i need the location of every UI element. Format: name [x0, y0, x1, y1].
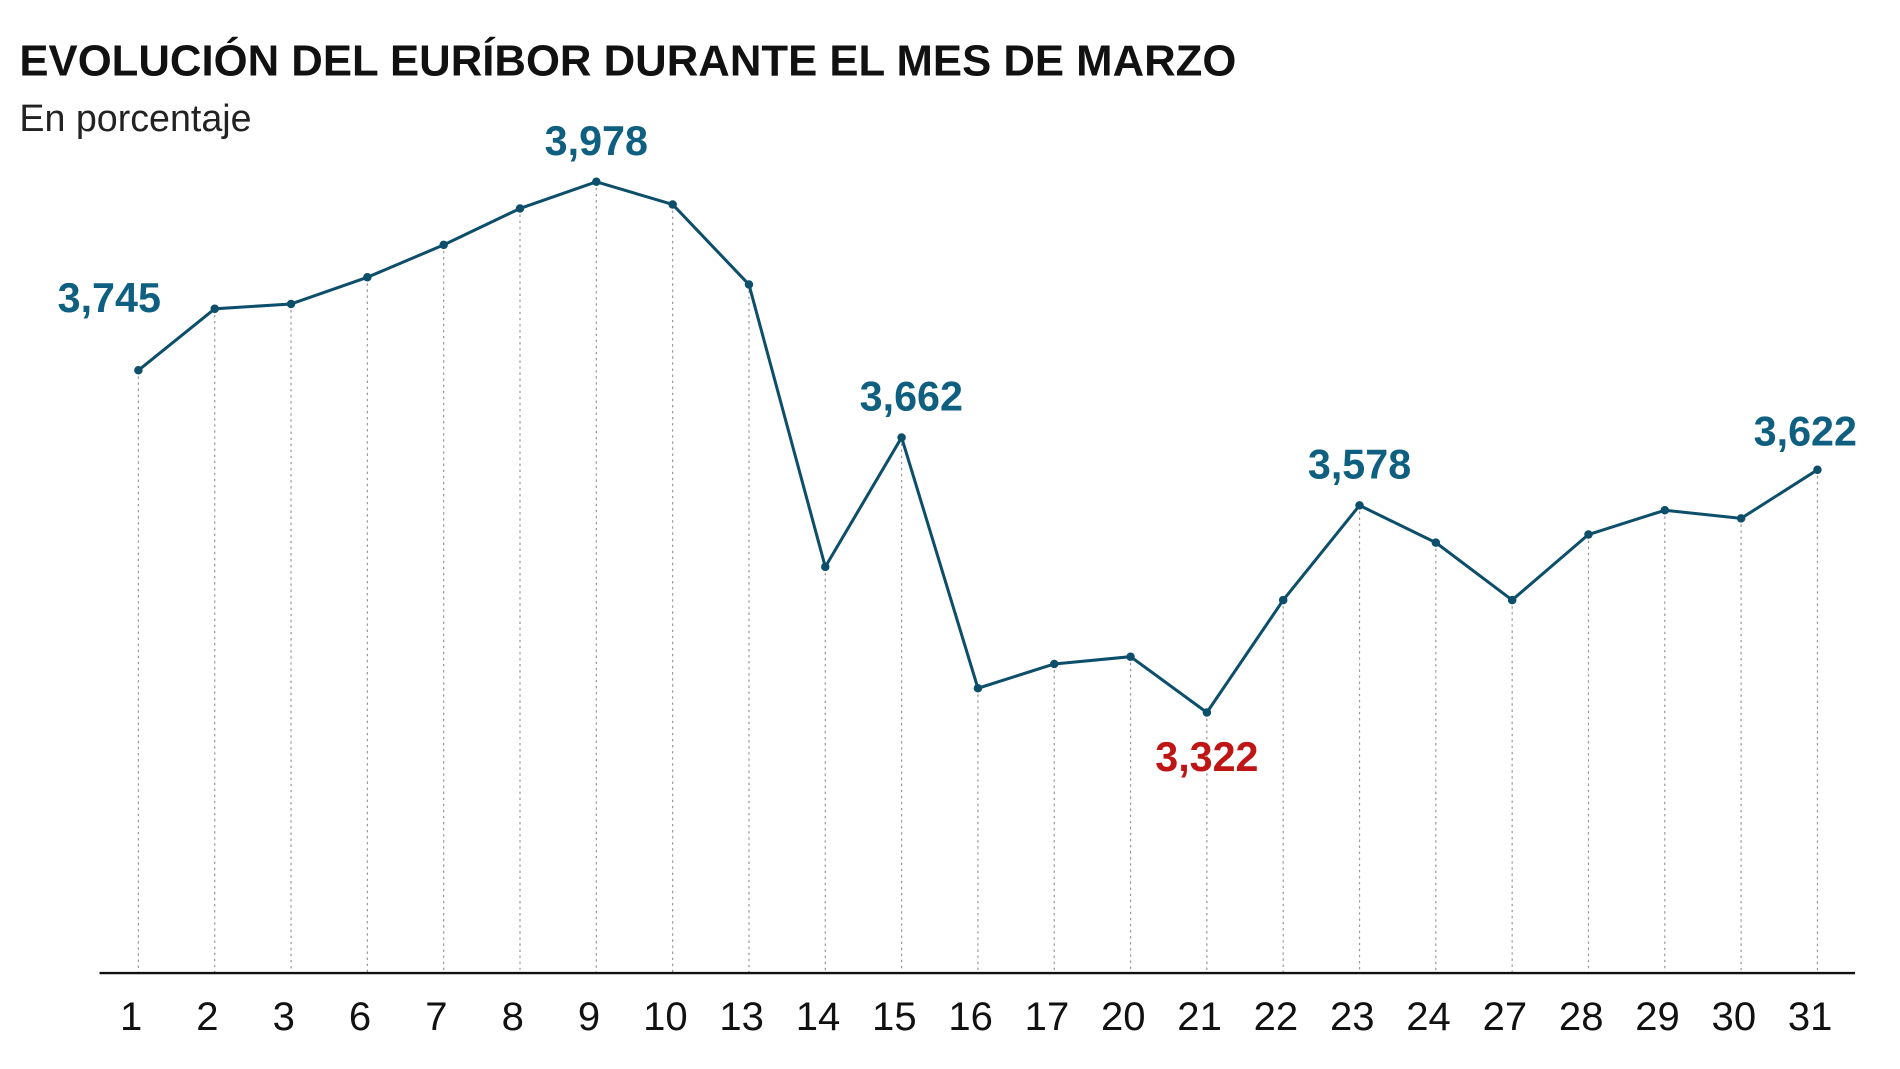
- x-tick-label: 8: [502, 995, 524, 1039]
- data-point: [1126, 652, 1135, 661]
- data-point: [1584, 530, 1593, 539]
- x-tick-label: 13: [719, 995, 764, 1039]
- data-point: [210, 304, 219, 314]
- x-tick-label: 27: [1483, 995, 1528, 1039]
- x-tick-label: 29: [1635, 995, 1680, 1039]
- data-point: [668, 200, 677, 209]
- data-point: [363, 273, 372, 282]
- chart-subtitle: En porcentaje: [19, 97, 251, 139]
- x-tick-label: 2: [196, 995, 218, 1039]
- data-point: [821, 562, 830, 572]
- x-tick-label: 15: [872, 995, 917, 1039]
- x-tick-label: 30: [1712, 995, 1757, 1039]
- data-label: 3,322: [1155, 734, 1258, 780]
- data-point: [1278, 595, 1288, 605]
- series-line: [137, 180, 1819, 715]
- data-label: 3,745: [58, 275, 161, 321]
- x-tick-label: 21: [1177, 995, 1222, 1039]
- data-point: [286, 299, 296, 309]
- data-point: [515, 204, 525, 213]
- x-tick-label: 7: [425, 995, 447, 1039]
- data-point: [1660, 506, 1670, 515]
- data-point: [1202, 708, 1212, 717]
- data-point: [1736, 514, 1746, 523]
- x-tick-label: 24: [1406, 995, 1451, 1039]
- x-tick-label: 31: [1788, 995, 1833, 1039]
- x-tick-label: 3: [273, 995, 295, 1039]
- data-point: [973, 683, 983, 693]
- data-point: [744, 280, 754, 289]
- data-point: [897, 433, 906, 442]
- data-point: [1049, 659, 1059, 669]
- data-point: [1431, 538, 1441, 547]
- data-label: 3,622: [1754, 409, 1857, 455]
- data-point: [592, 177, 601, 187]
- x-tick-label: 10: [643, 995, 688, 1039]
- data-point: [439, 240, 448, 250]
- data-label: 3,662: [860, 374, 963, 420]
- x-tick-label: 9: [578, 995, 600, 1039]
- x-tick-label: 17: [1025, 995, 1070, 1039]
- data-point: [1813, 465, 1822, 475]
- x-tick-label: 14: [796, 995, 841, 1039]
- x-tick-label: 28: [1559, 995, 1604, 1039]
- x-tick-label: 22: [1254, 995, 1299, 1039]
- x-tick-label: 16: [948, 995, 993, 1039]
- x-tick-label: 20: [1101, 995, 1146, 1039]
- data-point: [1507, 595, 1517, 605]
- data-point: [134, 366, 143, 375]
- data-label: 3,578: [1308, 442, 1411, 488]
- data-point: [1355, 501, 1364, 510]
- x-tick-label: 6: [349, 995, 371, 1039]
- data-label: 3,978: [545, 118, 648, 164]
- x-tick-label: 1: [120, 995, 142, 1039]
- chart-title: EVOLUCIÓN DEL EURÍBOR DURANTE EL MES DE …: [19, 35, 1236, 85]
- x-tick-label: 23: [1330, 995, 1375, 1039]
